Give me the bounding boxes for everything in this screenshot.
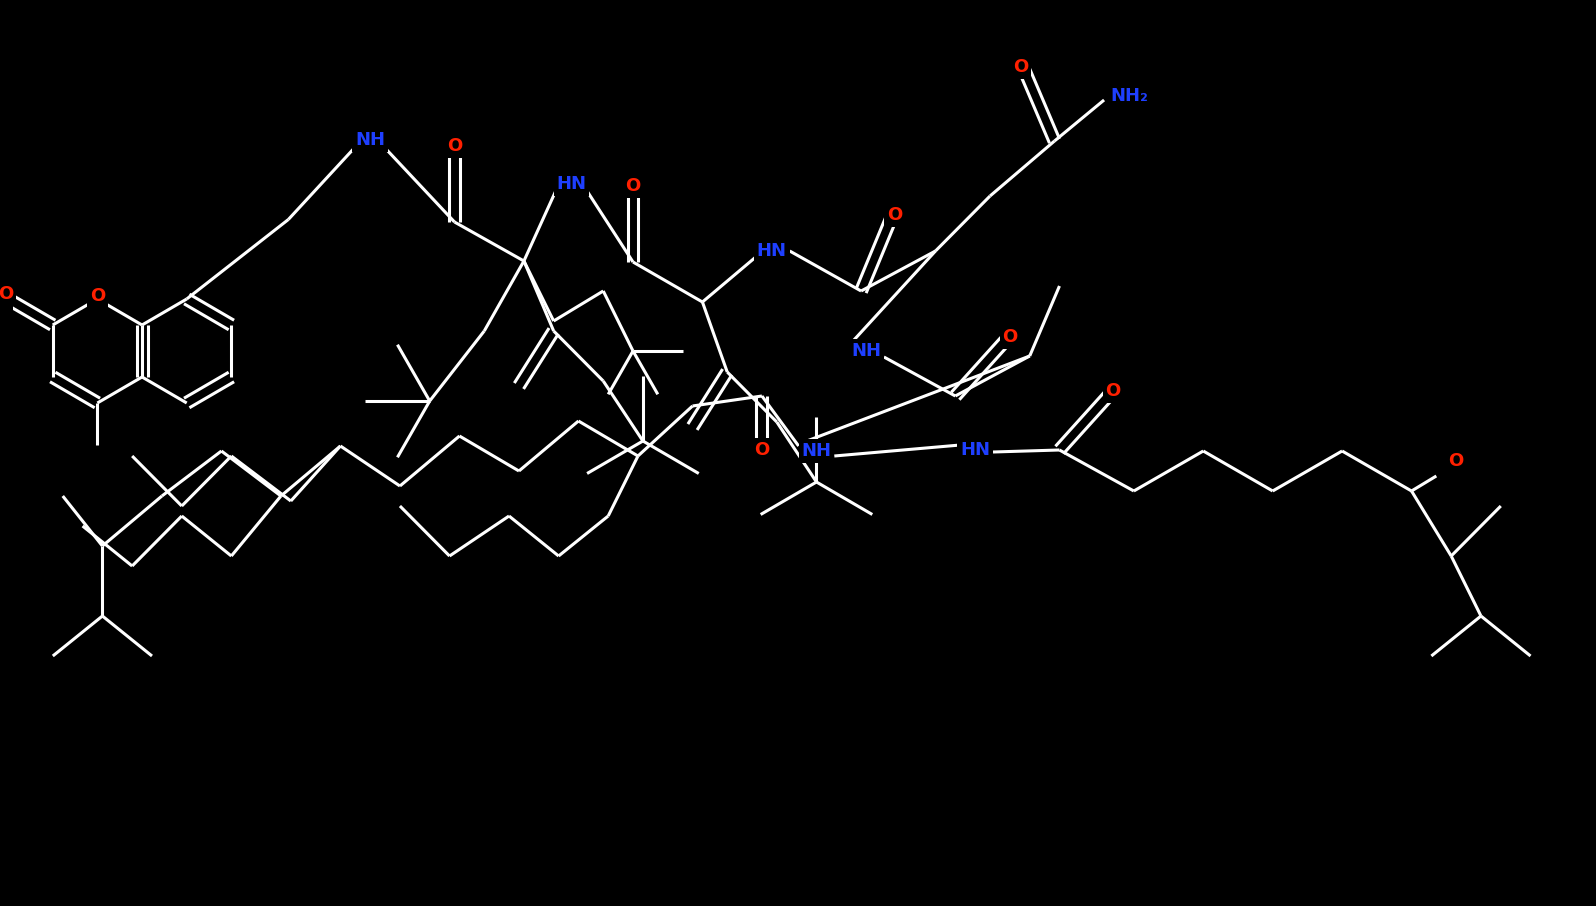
Text: HN: HN bbox=[961, 441, 990, 459]
Text: O: O bbox=[447, 137, 463, 155]
Text: HN: HN bbox=[557, 175, 586, 193]
Text: O: O bbox=[887, 206, 902, 224]
Text: O: O bbox=[1013, 58, 1028, 76]
Text: O: O bbox=[0, 285, 14, 303]
Text: O: O bbox=[1449, 452, 1464, 470]
Text: NH: NH bbox=[851, 342, 881, 360]
Text: O: O bbox=[89, 287, 105, 305]
Text: O: O bbox=[755, 441, 769, 459]
Text: NH₂: NH₂ bbox=[1109, 87, 1148, 105]
Text: O: O bbox=[1002, 328, 1018, 346]
Text: NH: NH bbox=[356, 131, 385, 149]
Text: NH: NH bbox=[801, 442, 832, 460]
Text: O: O bbox=[1106, 382, 1120, 400]
Text: HN: HN bbox=[757, 242, 787, 260]
Text: O: O bbox=[626, 177, 640, 195]
